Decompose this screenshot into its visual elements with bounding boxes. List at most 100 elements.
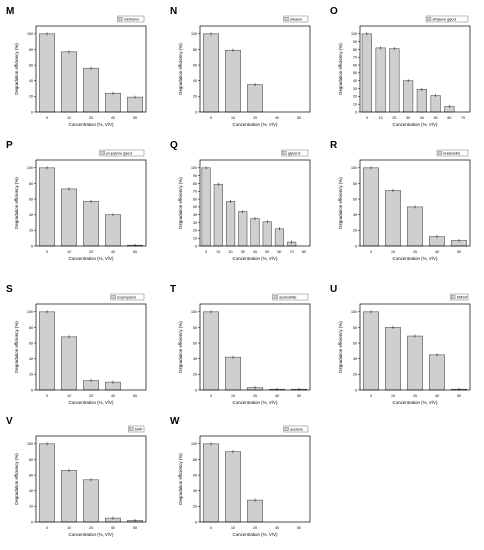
x-tick-label: 10 <box>67 526 71 530</box>
x-tick-label: 50 <box>133 250 137 254</box>
bar <box>38 443 55 523</box>
bar <box>375 47 386 113</box>
panel-r: R 0 10 20 40 50 0 20 40 60 80 100 Concentration (%,… <box>330 140 480 264</box>
y-tick-label: 0 <box>355 388 357 392</box>
y-tick-label: 10 <box>193 236 197 240</box>
axes-frame <box>35 159 147 247</box>
x-axis-label: Concentration (%, V/V) <box>69 256 114 261</box>
y-tick-label: 100 <box>191 32 197 36</box>
y-tick-label: 50 <box>193 205 197 209</box>
y-tick-label: 100 <box>27 166 33 170</box>
bar-chart-svg: 0 10 20 40 50 0 20 40 60 80 100 Concentration (%, V… <box>178 425 311 537</box>
x-tick-label: 10 <box>231 526 235 530</box>
x-tick-label: 10 <box>391 250 395 254</box>
panel-letter: V <box>6 416 13 427</box>
y-tick-label: 20 <box>193 95 197 99</box>
y-tick-label: 0 <box>195 388 197 392</box>
x-tick-label: 40 <box>420 116 424 120</box>
legend-label: DMF <box>135 427 144 431</box>
y-tick-label: 40 <box>353 357 357 361</box>
legend-box <box>425 15 469 23</box>
bar <box>430 95 441 113</box>
bar <box>213 183 223 247</box>
bar <box>250 218 260 247</box>
y-tick-label: 80 <box>353 48 357 52</box>
axes-frame <box>359 303 471 391</box>
x-tick-label: 20 <box>89 116 93 120</box>
legend-swatch <box>437 151 443 155</box>
y-tick-label: 40 <box>353 213 357 217</box>
x-tick-label: 30 <box>241 250 245 254</box>
x-tick-label: 50 <box>297 526 301 530</box>
x-tick-label: 50 <box>265 250 269 254</box>
panel-letter: M <box>6 6 15 17</box>
bar-chart-svg: 0 10 20 40 50 0 20 40 60 80 100 Concentration (%, V… <box>14 293 147 405</box>
x-tick-label: 0 <box>46 116 48 120</box>
x-tick-label: 50 <box>297 116 301 120</box>
x-axis-label: Concentration (%, V/V) <box>69 122 114 127</box>
y-tick-label: 60 <box>353 341 357 345</box>
bar-chart-svg: 0 10 20 40 50 0 20 40 60 80 100 Concentration (%, V… <box>14 149 147 261</box>
legend-label: acetone <box>290 427 303 431</box>
y-tick-label: 40 <box>29 357 33 361</box>
x-axis-label: Concentration (%, V/V) <box>69 532 114 537</box>
bar-chart-svg: 0 10 20 40 50 0 20 40 60 80 100 Concentration (%, V… <box>178 15 311 127</box>
y-tick-label: 0 <box>31 110 33 114</box>
axes-frame <box>359 159 471 247</box>
y-tick-label: 40 <box>353 79 357 83</box>
bar <box>105 92 122 113</box>
y-tick-label: 100 <box>191 310 197 314</box>
y-tick-label: 80 <box>29 48 33 52</box>
bar <box>105 214 122 247</box>
x-tick-label: 0 <box>370 394 372 398</box>
axes-frame <box>359 25 471 113</box>
panel-letter: N <box>170 6 178 17</box>
bar <box>224 451 241 523</box>
y-tick-label: 20 <box>353 229 357 233</box>
panel-t: T 0 10 20 40 50 0 20 40 60 80 100 Concentration (%,… <box>170 284 320 408</box>
bar <box>38 33 55 113</box>
y-tick-label: 20 <box>193 373 197 377</box>
bar <box>429 354 446 391</box>
x-tick-label: 60 <box>447 116 451 120</box>
x-axis-label: Concentration (%, V/V) <box>393 122 438 127</box>
y-tick-label: 20 <box>29 373 33 377</box>
bar <box>362 311 379 391</box>
y-tick-label: 0 <box>355 110 357 114</box>
x-tick-label: 60 <box>277 250 281 254</box>
legend-swatch <box>118 17 123 21</box>
panel-letter: Q <box>170 140 178 151</box>
axes-frame <box>199 159 311 247</box>
y-tick-label: 40 <box>29 213 33 217</box>
legend-box <box>449 293 469 301</box>
bar-chart-svg: 0 10 20 30 40 50 60 70 0 10 20 30 40 50 60 70 80 90 100 Con… <box>338 15 471 127</box>
y-tick-label: 40 <box>193 213 197 217</box>
y-tick-label: 100 <box>191 166 197 170</box>
x-tick-label: 10 <box>67 116 71 120</box>
y-tick-label: 0 <box>195 110 197 114</box>
y-axis-label: Degradation efficiency (%) <box>178 321 183 373</box>
x-axis-label: Concentration (%, V/V) <box>69 400 114 405</box>
y-tick-label: 80 <box>193 458 197 462</box>
bar-chart-svg: 0 10 20 40 50 0 20 40 60 80 100 Concentration (%, V… <box>178 293 311 405</box>
axes-frame <box>199 303 311 391</box>
panel-u: U 0 10 20 40 50 0 20 40 60 80 100 Concentration (%,… <box>330 284 480 408</box>
axes-frame <box>35 303 147 391</box>
y-tick-label: 60 <box>29 473 33 477</box>
y-tick-label: 80 <box>29 326 33 330</box>
y-tick-label: 60 <box>353 197 357 201</box>
x-tick-label: 10 <box>379 116 383 120</box>
legend-label: propylene glycol <box>106 151 132 155</box>
y-tick-label: 60 <box>193 63 197 67</box>
bar <box>225 201 236 247</box>
axes-frame <box>35 25 147 113</box>
y-tick-label: 0 <box>31 520 33 524</box>
bar <box>238 211 248 247</box>
bar <box>362 167 379 247</box>
bar <box>262 221 272 247</box>
y-tick-label: 90 <box>353 40 357 44</box>
y-tick-label: 80 <box>353 182 357 186</box>
legend-swatch <box>426 17 432 21</box>
x-tick-label: 50 <box>133 526 137 530</box>
